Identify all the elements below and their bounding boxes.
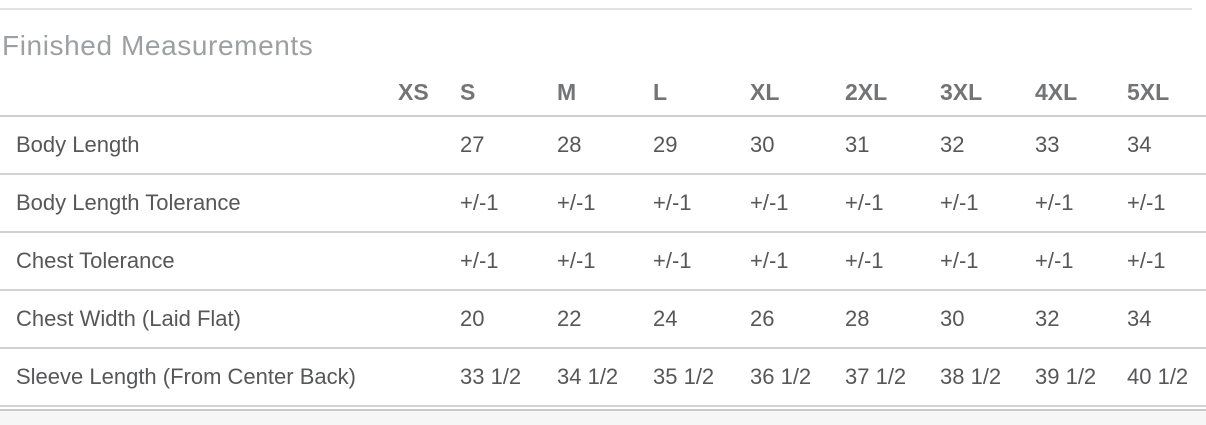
size-header: XS: [398, 70, 460, 117]
measurement-cell: 31: [845, 116, 940, 175]
measurement-cell: +/-1: [750, 232, 845, 291]
size-header: 2XL: [845, 70, 940, 117]
size-header: 5XL: [1127, 70, 1206, 117]
measurement-cell: 35 1/2: [653, 348, 750, 407]
measurement-cell: +/-1: [460, 174, 557, 233]
measurement-cell: +/-1: [460, 232, 557, 291]
measurement-cell: 32: [940, 116, 1035, 175]
top-divider: [0, 8, 1192, 10]
measurement-cell: +/-1: [940, 232, 1035, 291]
table-row: Body Length 27 28 29 30 31 32 33 34: [0, 116, 1206, 175]
row-label: Body Length Tolerance: [0, 174, 398, 233]
measurement-cell: [398, 232, 460, 291]
row-label: Sleeve Length (From Center Back): [0, 348, 398, 407]
measurement-cell: +/-1: [653, 232, 750, 291]
size-header: M: [557, 70, 653, 117]
measurement-cell: +/-1: [845, 232, 940, 291]
measurement-cell: 24: [653, 290, 750, 349]
measurement-cell: +/-1: [940, 174, 1035, 233]
measurement-cell: [398, 348, 460, 407]
measurement-cell: 37 1/2: [845, 348, 940, 407]
measurement-cell: 30: [940, 290, 1035, 349]
measurement-cell: 38 1/2: [940, 348, 1035, 407]
measurement-cell: 32: [1035, 290, 1127, 349]
size-header: 3XL: [940, 70, 1035, 117]
measurement-cell: 39 1/2: [1035, 348, 1127, 407]
measurement-cell: 34: [1127, 116, 1206, 175]
measurement-cell: +/-1: [1035, 174, 1127, 233]
measurement-cell: +/-1: [1127, 174, 1206, 233]
table-body: Body Length 27 28 29 30 31 32 33 34 Body Length T…: [0, 116, 1206, 407]
size-header: L: [653, 70, 750, 117]
table-row: Chest Width (Laid Flat) 20 22 24 26 28 30 32 34: [0, 290, 1206, 349]
size-header: 4XL: [1035, 70, 1127, 117]
measurement-cell: 22: [557, 290, 653, 349]
measurement-cell: 34 1/2: [557, 348, 653, 407]
measurement-cell: 36 1/2: [750, 348, 845, 407]
table-row: Body Length Tolerance +/-1 +/-1 +/-1 +/-1 +/-…: [0, 174, 1206, 233]
table-header: XS S M L XL 2XL 3XL 4XL 5XL: [0, 70, 1206, 117]
bottom-strip: [0, 409, 1206, 425]
measurement-cell: [398, 174, 460, 233]
measurement-cell: +/-1: [1127, 232, 1206, 291]
row-label: Body Length: [0, 116, 398, 175]
measurement-cell: 28: [845, 290, 940, 349]
measurement-cell: +/-1: [750, 174, 845, 233]
measurement-cell: 34: [1127, 290, 1206, 349]
measurement-cell: [398, 116, 460, 175]
row-label: Chest Tolerance: [0, 232, 398, 291]
table-row: Sleeve Length (From Center Back) 33 1/2 34…: [0, 348, 1206, 407]
size-header: S: [460, 70, 557, 117]
header-corner-cell: [0, 70, 398, 117]
section-title: Finished Measurements: [2, 30, 314, 61]
measurement-cell: 27: [460, 116, 557, 175]
row-label: Chest Width (Laid Flat): [0, 290, 398, 349]
measurement-cell: +/-1: [845, 174, 940, 233]
measurement-cell: +/-1: [1035, 232, 1127, 291]
measurement-cell: +/-1: [653, 174, 750, 233]
measurement-cell: [398, 290, 460, 349]
measurement-cell: 33 1/2: [460, 348, 557, 407]
header-row: XS S M L XL 2XL 3XL 4XL 5XL: [0, 70, 1206, 117]
measurement-cell: 40 1/2: [1127, 348, 1206, 407]
measurement-cell: 20: [460, 290, 557, 349]
measurement-cell: 30: [750, 116, 845, 175]
measurements-table: XS S M L XL 2XL 3XL 4XL 5XL Body Length 27 28 29 30 3…: [0, 70, 1206, 407]
measurement-cell: 33: [1035, 116, 1127, 175]
measurement-cell: +/-1: [557, 174, 653, 233]
measurement-cell: 28: [557, 116, 653, 175]
table-row: Chest Tolerance +/-1 +/-1 +/-1 +/-1 +/-1 +/-1 +…: [0, 232, 1206, 291]
measurement-cell: +/-1: [557, 232, 653, 291]
measurement-cell: 29: [653, 116, 750, 175]
size-header: XL: [750, 70, 845, 117]
measurement-cell: 26: [750, 290, 845, 349]
